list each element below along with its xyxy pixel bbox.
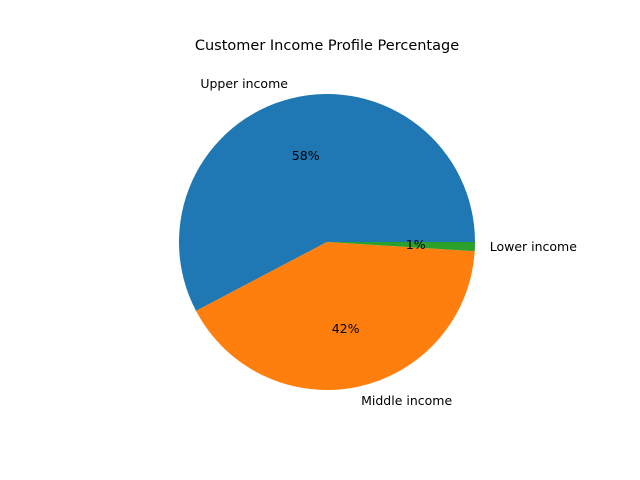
pie-slice-upper-income [178,94,475,311]
pct-label-upper-income: 58% [292,148,320,163]
pie-slices [178,94,475,390]
pct-label-middle-income: 42% [332,321,360,336]
pie-slice-lower-income [327,242,475,252]
pct-label-lower-income: 1% [406,237,426,252]
pie-labels: Upper income 58% Middle income 42% Lower inc… [200,76,577,408]
chart-title: Customer Income Profile Percentage [195,38,459,54]
slice-label-upper-income: Upper income [200,76,288,91]
slice-label-lower-income: Lower income [490,239,578,254]
slice-label-middle-income: Middle income [361,393,452,408]
pie-slice-middle-income [196,242,475,390]
